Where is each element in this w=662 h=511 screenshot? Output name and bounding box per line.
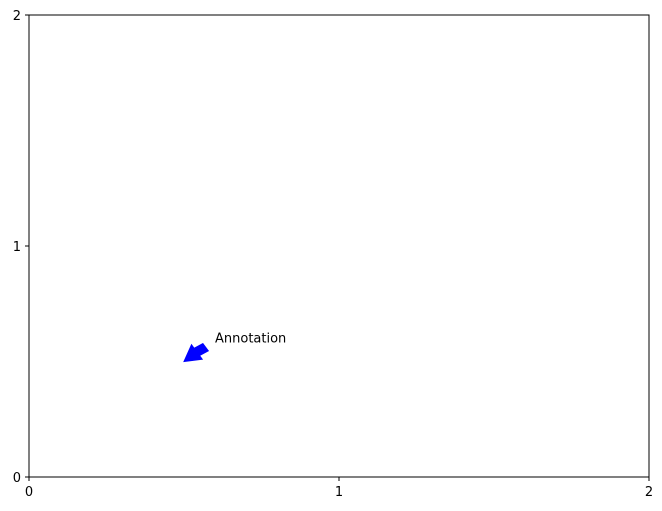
x-tick-label: 1 (335, 485, 343, 500)
annotation-label: Annotation (215, 331, 286, 346)
y-tick-label: 2 (13, 9, 21, 24)
annotation-arrow (183, 342, 210, 363)
y-tick-label: 0 (13, 471, 21, 486)
annotations-layer: Annotation (183, 331, 286, 363)
y-axis: 0 1 2 (13, 9, 29, 486)
x-axis: 0 1 2 (25, 477, 653, 500)
x-tick-label: 2 (645, 485, 653, 500)
y-tick-label: 1 (13, 240, 21, 255)
plot-background (29, 15, 649, 477)
x-tick-label: 0 (25, 485, 33, 500)
